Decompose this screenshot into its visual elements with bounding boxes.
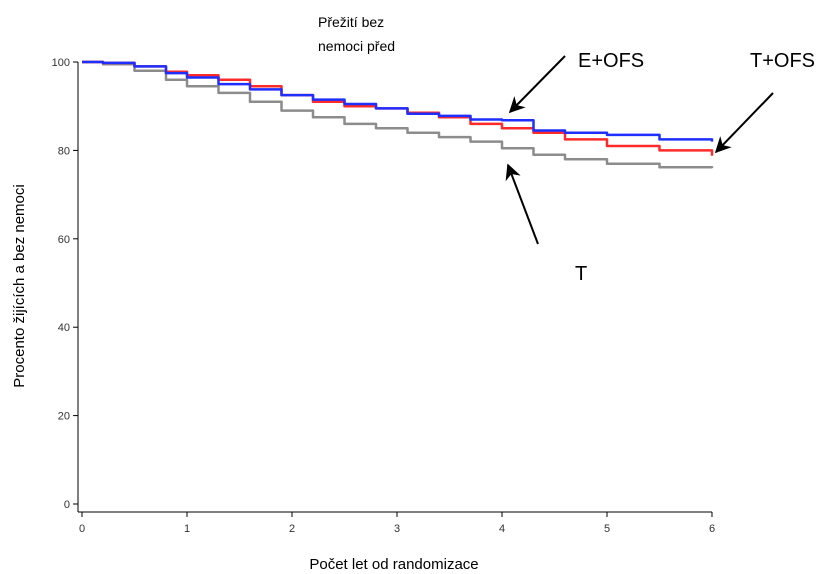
x-tick-label: 0: [79, 523, 85, 535]
y-tick-label: 40: [58, 322, 70, 334]
x-tick-label: 1: [184, 523, 190, 535]
annotation-e-ofs: E+OFS: [578, 50, 644, 72]
x-tick-label: 5: [604, 523, 610, 535]
x-axis-title: Počet let od randomizace: [309, 556, 478, 573]
x-tick-label: 6: [709, 523, 715, 535]
y-tick-label: 60: [58, 234, 70, 246]
y-tick-label: 100: [52, 57, 70, 69]
arrow-t: [505, 163, 539, 245]
y-tick-label: 0: [64, 499, 70, 511]
x-tick-label: 4: [499, 523, 505, 535]
y-tick-label: 20: [58, 411, 70, 423]
x-tick-label: 3: [394, 523, 400, 535]
annotation-t-ofs: T+OFS: [750, 50, 815, 72]
annotation-t: T: [575, 263, 587, 285]
x-tick-label: 2: [289, 523, 295, 535]
y-tick-label: 80: [58, 145, 70, 157]
series-lines: [82, 60, 714, 169]
series-line-blue: [82, 60, 714, 142]
chart-title-line-1: Přežití bez: [318, 14, 384, 30]
chart-title-line-2: nemoci před: [318, 38, 395, 54]
series-line-gray: [82, 60, 714, 169]
arrow-e-ofs: [508, 55, 566, 114]
y-axis-title: Procento žijících a bez nemoci: [11, 184, 28, 387]
arrow-t-ofs: [714, 92, 774, 154]
